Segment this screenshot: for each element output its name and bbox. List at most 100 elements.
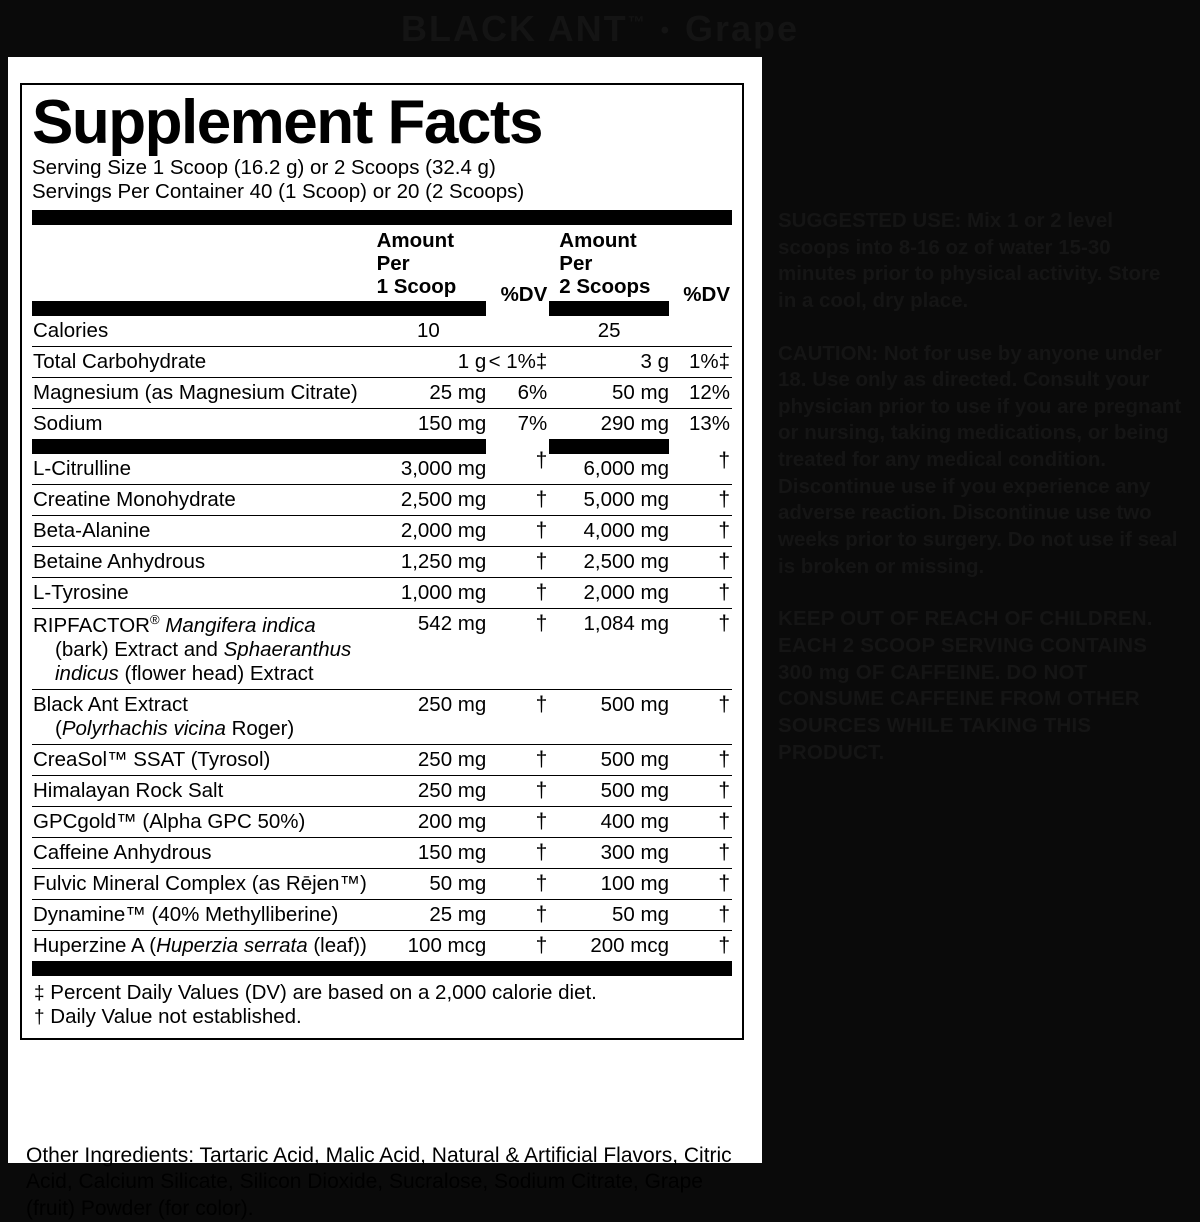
ingredient-amount-1: 250 mg: [370, 688, 487, 745]
ingredient-dv-1: †: [486, 688, 550, 745]
supplement-facts-title: Supplement Facts: [32, 88, 544, 157]
ingredient-dv-2: †: [668, 836, 732, 869]
ingredient-amount-2: 400 mg: [549, 805, 669, 838]
ingredient-name: L-Tyrosine: [32, 576, 371, 609]
ingredient-name: Caffeine Anhydrous: [32, 836, 371, 869]
footer-divider-bar: [32, 960, 732, 976]
ingredient-amount-2: 500 mg: [549, 774, 669, 807]
table-row: RIPFACTOR® Mangifera indica (bark) Extra…: [32, 607, 732, 690]
table-row: L-Tyrosine 1,000 mg † 2,000 mg †: [32, 576, 732, 609]
ingredient-amount-1: 1,000 mg: [370, 576, 487, 609]
ingredient-dv-1: †: [486, 743, 550, 776]
ingredient-amount-1: 100 mcg: [370, 929, 487, 961]
ingredient-dv-1: †: [486, 545, 550, 578]
ingredient-amount-1: 200 mg: [370, 805, 487, 838]
ingredient-dv-2: †: [668, 867, 732, 900]
table-row: Fulvic Mineral Complex (as Rējen™) 50 mg…: [32, 867, 732, 900]
table-row: Dynamine™ (40% Methylliberine) 25 mg † 5…: [32, 898, 732, 931]
nutrient-amount-2: 25: [549, 300, 669, 347]
directions-and-warnings-panel: SUGGESTED USE: Mix 1 or 2 level scoops i…: [778, 208, 1182, 766]
ingredient-name: Beta-Alanine: [32, 514, 371, 547]
table-row: L-Citrulline 3,000 mg † 6,000 mg †: [32, 438, 732, 485]
header-amount-per-1: Amount Per 1 Scoop: [376, 228, 457, 299]
table-row: Caffeine Anhydrous 150 mg † 300 mg †: [32, 836, 732, 869]
ingredient-amount-1: 2,500 mg: [370, 483, 487, 516]
ingredient-amount-1: 3,000 mg: [370, 438, 487, 485]
ingredient-dv-2: †: [668, 607, 732, 690]
ingredient-name-ripfactor: RIPFACTOR® Mangifera indica (bark) Extra…: [32, 607, 371, 690]
product-name: BLACK ANT: [400, 8, 628, 49]
ingredient-amount-1: 1,250 mg: [370, 545, 487, 578]
ingredient-amount-2: 100 mg: [549, 867, 669, 900]
ingredient-dv-2: †: [668, 743, 732, 776]
ingredient-amount-1: 250 mg: [370, 743, 487, 776]
nutrient-amount-1: 150 mg: [370, 407, 487, 447]
nutrient-amount-2: 50 mg: [549, 376, 669, 409]
ingredient-dv-1: †: [486, 867, 550, 900]
nutrient-dv-1: 6%: [486, 376, 550, 409]
caution-text: CAUTION: Not for use by anyone under 18.…: [778, 341, 1182, 578]
footnote-dv-symbol: ‡: [34, 982, 45, 1004]
footnote-dv: ‡ Percent Daily Values (DV) are based on…: [34, 981, 732, 1006]
table-row: Total Carbohydrate 1 g < 1%‡ 3 g 1%‡: [32, 345, 732, 378]
ingredient-amount-2: 500 mg: [549, 743, 669, 776]
footnotes-block: ‡ Percent Daily Values (DV) are based on…: [32, 976, 732, 1033]
supplement-facts-panel: Supplement Facts Serving Size 1 Scoop (1…: [8, 57, 762, 1220]
table-header-row: Amount Per 1 Scoop %DV Amount Per 2 Scoo…: [32, 225, 732, 309]
nutrient-name: Total Carbohydrate: [32, 345, 371, 378]
header-dv-2: %DV: [683, 282, 730, 306]
ingredient-name: Betaine Anhydrous: [32, 545, 371, 578]
ingredient-amount-2: 6,000 mg: [549, 438, 669, 485]
ingredient-name-black-ant: Black Ant Extract (Polyrhachis vicina Ro…: [32, 688, 371, 745]
ingredient-dv-2: †: [668, 898, 732, 931]
table-row: Betaine Anhydrous 1,250 mg † 2,500 mg †: [32, 545, 732, 578]
ingredient-amount-2: 5,000 mg: [549, 483, 669, 516]
ingredient-amount-1: 250 mg: [370, 774, 487, 807]
ingredient-name-huperzine: Huperzine A (Huperzia serrata (leaf)): [32, 929, 371, 961]
header-blank-cell: [32, 225, 371, 309]
nutrient-dv-1: [486, 308, 549, 346]
ingredient-name: Dynamine™ (40% Methylliberine): [32, 898, 371, 931]
ingredient-dv-2: †: [668, 805, 732, 838]
table-row: Magnesium (as Magnesium Citrate) 25 mg 6…: [32, 376, 732, 409]
other-ingredients-text: Other Ingredients: Tartaric Acid, Malic …: [26, 1144, 732, 1220]
nutrient-dv-2: [669, 308, 732, 346]
footnote-dagger: † Daily Value not established.: [34, 1005, 732, 1030]
ingredient-dv-2: †: [668, 576, 732, 609]
ingredient-dv-2: †: [668, 929, 732, 961]
ingredient-dv-1: †: [486, 836, 550, 869]
supplement-facts-box: Supplement Facts Serving Size 1 Scoop (1…: [20, 83, 744, 1041]
ingredient-amount-1: 2,000 mg: [370, 514, 487, 547]
nutrient-amount-1: 1 g: [370, 345, 487, 378]
ingredient-dv-2: †: [718, 449, 730, 473]
ingredient-dv-2: †: [668, 545, 732, 578]
ingredient-dv-1: †: [486, 483, 550, 516]
footnote-dv-text: Percent Daily Values (DV) are based on a…: [50, 980, 597, 1004]
ingredient-amount-2: 500 mg: [549, 688, 669, 745]
nutrient-name: Calories: [32, 300, 371, 347]
nutrient-dv-1: 7%: [486, 407, 550, 447]
ingredient-dv-2: †: [668, 514, 732, 547]
serving-size-line: Serving Size 1 Scoop (16.2 g) or 2 Scoop…: [32, 155, 496, 179]
nutrient-dv-1: < 1%‡: [486, 345, 550, 378]
servings-per-container-line: Servings Per Container 40 (1 Scoop) or 2…: [32, 179, 525, 203]
nutrient-amount-1: 10: [370, 300, 487, 347]
ingredient-dv-1: †: [486, 576, 550, 609]
table-row: Black Ant Extract (Polyrhachis vicina Ro…: [32, 688, 732, 745]
footnote-dagger-symbol: †: [34, 1007, 45, 1029]
ingredient-name: Fulvic Mineral Complex (as Rējen™): [32, 867, 371, 900]
table-row: Calories 10 25: [32, 300, 732, 347]
ingredient-amount-1: 150 mg: [370, 836, 487, 869]
ingredient-name: L-Citrulline: [32, 438, 371, 485]
keep-out-of-reach-warning: KEEP OUT OF REACH OF CHILDREN. EACH 2 SC…: [778, 607, 1153, 764]
ingredient-dv-2: †: [668, 688, 732, 745]
nutrient-amount-1: 25 mg: [370, 376, 487, 409]
suggested-use-text: SUGGESTED USE: Mix 1 or 2 level scoops i…: [778, 209, 1161, 312]
ingredient-amount-2: 2,500 mg: [549, 545, 669, 578]
table-row: Creatine Monohydrate 2,500 mg † 5,000 mg…: [32, 483, 732, 516]
package-title-bar: BLACK ANT™ • Grape: [0, 8, 1200, 50]
nutrient-dv-2: 1%‡: [668, 345, 732, 378]
ingredient-amount-2: 300 mg: [549, 836, 669, 869]
ingredient-dv-1: †: [486, 774, 550, 807]
ingredient-dv-1: †: [486, 898, 550, 931]
